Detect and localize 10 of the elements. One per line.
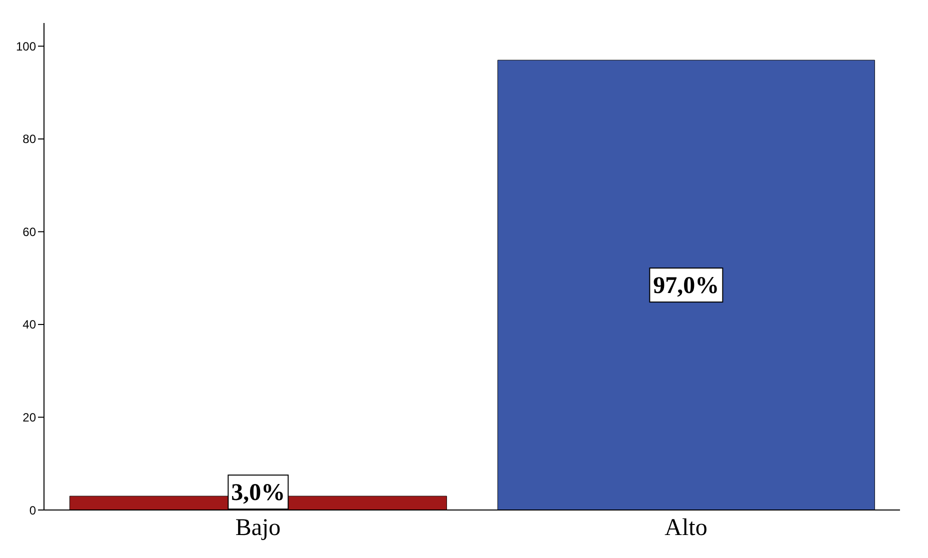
data-label: 97,0%	[653, 273, 720, 300]
x-tick-label: Bajo	[235, 515, 281, 542]
x-tick-label: Alto	[664, 515, 708, 542]
y-tick-label: 20	[22, 410, 36, 424]
y-tick-label: 100	[16, 39, 36, 54]
y-tick-label: 0	[29, 503, 36, 518]
y-tick-label: 80	[22, 132, 36, 146]
y-tick-label: 40	[22, 318, 36, 332]
y-tick-label: 60	[22, 224, 36, 239]
data-label: 3,0%	[231, 480, 286, 506]
